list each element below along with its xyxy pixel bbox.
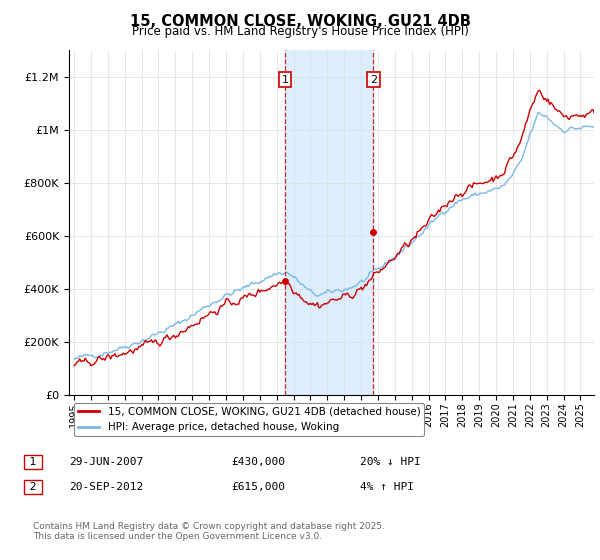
Bar — [285, 50, 373, 395]
Text: 2: 2 — [370, 74, 377, 85]
Text: 29-JUN-2007: 29-JUN-2007 — [69, 457, 143, 467]
Text: Contains HM Land Registry data © Crown copyright and database right 2025.
This d: Contains HM Land Registry data © Crown c… — [33, 522, 385, 542]
Text: 15, COMMON CLOSE, WOKING, GU21 4DB: 15, COMMON CLOSE, WOKING, GU21 4DB — [130, 14, 470, 29]
Text: £430,000: £430,000 — [231, 457, 285, 467]
Text: 20-SEP-2012: 20-SEP-2012 — [69, 482, 143, 492]
Text: 1: 1 — [26, 457, 40, 467]
Text: Price paid vs. HM Land Registry's House Price Index (HPI): Price paid vs. HM Land Registry's House … — [131, 25, 469, 38]
Text: 1: 1 — [281, 74, 289, 85]
Text: £615,000: £615,000 — [231, 482, 285, 492]
Text: 4% ↑ HPI: 4% ↑ HPI — [360, 482, 414, 492]
Text: 2: 2 — [26, 482, 40, 492]
Legend: 15, COMMON CLOSE, WOKING, GU21 4DB (detached house), HPI: Average price, detache: 15, COMMON CLOSE, WOKING, GU21 4DB (deta… — [74, 403, 424, 436]
Text: 20% ↓ HPI: 20% ↓ HPI — [360, 457, 421, 467]
